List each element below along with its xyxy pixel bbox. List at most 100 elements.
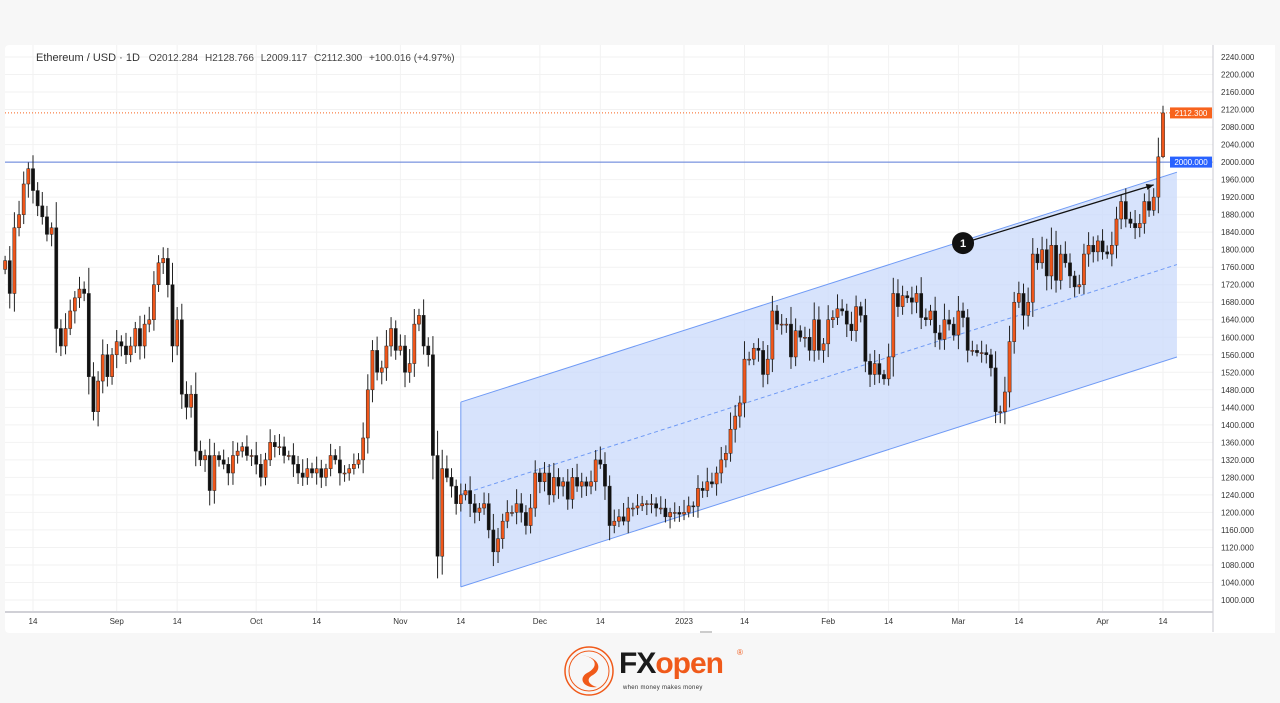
candle-bullish bbox=[533, 472, 538, 509]
candle-bullish bbox=[175, 319, 180, 347]
y-tick-label: 2080.000 bbox=[1221, 123, 1255, 132]
candle-bearish bbox=[849, 323, 854, 331]
candle-bearish bbox=[1054, 245, 1058, 281]
candle-bullish bbox=[342, 472, 347, 475]
ohlc-close: C2112.300 bbox=[314, 53, 363, 64]
candle-bullish bbox=[635, 505, 640, 509]
candle-bearish bbox=[789, 323, 793, 358]
candle-bullish bbox=[49, 227, 54, 235]
candle-bearish bbox=[663, 507, 668, 518]
candle-bearish bbox=[989, 354, 993, 369]
candle-bullish bbox=[1082, 253, 1086, 285]
candle-bullish bbox=[77, 288, 82, 299]
candle-bearish bbox=[775, 310, 779, 325]
candle-bullish bbox=[1119, 201, 1123, 220]
candle-bullish bbox=[128, 345, 133, 356]
candle-bullish bbox=[496, 538, 500, 553]
candle-bearish bbox=[1035, 253, 1040, 264]
candle-bullish bbox=[979, 352, 984, 354]
y-tick-label: 2240.000 bbox=[1221, 53, 1255, 62]
candle-bullish bbox=[398, 345, 403, 351]
candle-bullish bbox=[765, 358, 770, 375]
candle-bearish bbox=[584, 481, 589, 487]
candle-bearish bbox=[226, 464, 231, 474]
candle-bearish bbox=[798, 330, 803, 338]
candle-bearish bbox=[524, 512, 528, 526]
candle-bullish bbox=[998, 411, 1003, 413]
candle-bullish bbox=[458, 494, 463, 504]
candle-bearish bbox=[435, 455, 440, 557]
candle-bearish bbox=[445, 468, 449, 478]
candle-bullish bbox=[826, 319, 831, 345]
candle-bearish bbox=[393, 328, 398, 351]
candle-bearish bbox=[45, 216, 49, 235]
candle-bearish bbox=[817, 319, 821, 351]
candle-bullish bbox=[1003, 391, 1007, 412]
candle-bullish bbox=[1077, 284, 1082, 288]
candle-bearish bbox=[905, 295, 910, 299]
last-price-label: 2112.300 bbox=[1175, 109, 1208, 118]
candle-bearish bbox=[254, 455, 259, 465]
candle-bullish bbox=[724, 453, 728, 461]
candle-bearish bbox=[933, 310, 937, 334]
candle-bearish bbox=[259, 464, 263, 478]
candle-bearish bbox=[761, 350, 765, 375]
candle-bullish bbox=[365, 389, 370, 439]
y-tick-label: 1200.000 bbox=[1221, 508, 1255, 517]
candle-bearish bbox=[338, 459, 342, 474]
candle-bullish bbox=[161, 258, 166, 264]
pane-resize-handle[interactable] bbox=[700, 631, 712, 633]
y-tick-label: 1640.000 bbox=[1221, 316, 1255, 325]
y-tick-label: 1240.000 bbox=[1221, 491, 1255, 500]
candle-bullish bbox=[12, 227, 17, 294]
candle-bearish bbox=[937, 332, 942, 340]
logo-tagline: when money makes money bbox=[623, 685, 703, 691]
candle-bullish bbox=[463, 490, 468, 496]
x-tick-label: 14 bbox=[173, 617, 182, 626]
y-tick-label: 1760.000 bbox=[1221, 263, 1255, 272]
y-tick-label: 2040.000 bbox=[1221, 141, 1255, 150]
candle-bullish bbox=[263, 459, 268, 478]
candle-bearish bbox=[375, 350, 379, 373]
candle-bearish bbox=[54, 227, 59, 329]
candle-bullish bbox=[286, 455, 291, 457]
candle-bullish bbox=[579, 481, 584, 487]
candle-bearish bbox=[993, 367, 998, 412]
symbol-title[interactable]: Ethereum / USD · 1D bbox=[36, 52, 140, 64]
y-tick-label: 1160.000 bbox=[1221, 526, 1254, 535]
candle-bearish bbox=[1072, 275, 1077, 288]
candle-bullish bbox=[407, 363, 412, 373]
candle-bearish bbox=[1105, 251, 1110, 255]
candle-bearish bbox=[296, 464, 300, 474]
y-tick-label: 1280.000 bbox=[1221, 473, 1255, 482]
candle-bullish bbox=[347, 468, 352, 474]
candle-bearish bbox=[691, 505, 696, 508]
candle-bullish bbox=[324, 468, 328, 478]
candle-bearish bbox=[677, 512, 682, 515]
candle-bullish bbox=[203, 455, 207, 461]
candle-bearish bbox=[965, 317, 970, 351]
candle-bearish bbox=[896, 293, 900, 307]
candle-bullish bbox=[1012, 301, 1017, 342]
candle-bullish bbox=[63, 328, 68, 347]
candle-bullish bbox=[1114, 218, 1119, 246]
candle-bullish bbox=[328, 455, 333, 469]
candle-bearish bbox=[166, 258, 170, 285]
y-tick-label: 1400.000 bbox=[1221, 421, 1255, 430]
candle-bullish bbox=[640, 503, 645, 507]
candle-bearish bbox=[1063, 253, 1068, 264]
candle-bullish bbox=[658, 507, 663, 510]
candle-bullish bbox=[737, 402, 742, 417]
candle-bearish bbox=[124, 345, 128, 356]
candle-bullish bbox=[886, 356, 891, 380]
candle-bullish bbox=[249, 455, 254, 457]
candle-bullish bbox=[561, 481, 565, 487]
candle-bearish bbox=[35, 190, 40, 207]
candle-bullish bbox=[770, 310, 775, 360]
candle-bearish bbox=[31, 168, 35, 191]
candle-bearish bbox=[198, 450, 203, 461]
candle-bearish bbox=[170, 284, 175, 347]
candle-bearish bbox=[310, 468, 314, 474]
candle-bearish bbox=[1133, 223, 1137, 229]
